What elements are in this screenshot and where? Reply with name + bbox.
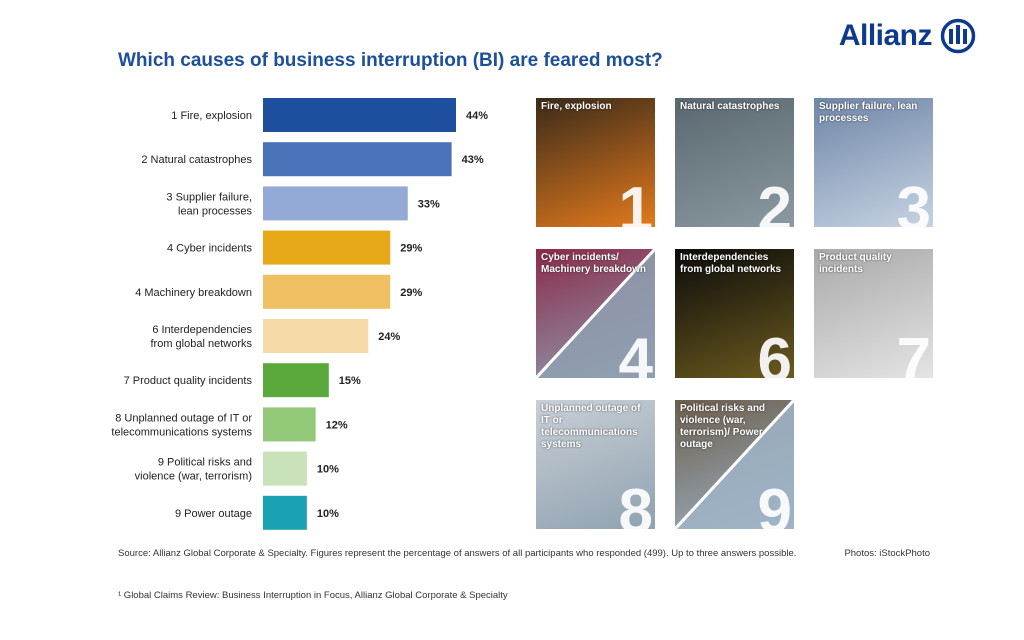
brand-name: Allianz: [838, 19, 933, 52]
value-label: 12%: [326, 419, 348, 431]
category-label: 2 Natural catastrophes: [141, 154, 252, 166]
bar: [263, 186, 408, 221]
tile-number: 2: [757, 175, 792, 228]
diagonal-divider: [675, 400, 794, 529]
bar: [263, 407, 316, 442]
photo-tile: Natural catastrophes 2: [675, 98, 794, 227]
allianz-eagle-icon: [940, 18, 976, 54]
value-label: 15%: [339, 375, 361, 387]
bar: [263, 98, 456, 132]
tile-number: 6: [757, 326, 792, 379]
diagonal-divider: [536, 249, 655, 378]
bar: [263, 319, 369, 353]
bar: [263, 451, 307, 486]
photo-tile: Product quality incidents 7: [814, 249, 933, 378]
category-label: 4 Machinery breakdown: [135, 287, 252, 299]
photo-tile: Cyber incidents/ Machinery breakdown 4: [536, 249, 655, 378]
tile-caption: Political risks and violence (war, terro…: [680, 403, 766, 450]
category-label: 3 Supplier failure,: [166, 191, 252, 203]
category-label: violence (war, terrorism): [135, 471, 252, 483]
value-label: 33%: [418, 198, 440, 210]
tile-caption: Supplier failure, lean processes: [819, 101, 918, 124]
source-note: Source: Allianz Global Corporate & Speci…: [118, 548, 797, 559]
tile-caption: Cyber incidents/ Machinery breakdown: [541, 252, 647, 275]
tile-number: 3: [896, 175, 931, 228]
tile-caption: Product quality incidents: [819, 252, 892, 275]
photo-tile: Interdependencies from global networks 6: [675, 249, 794, 378]
value-label: 10%: [317, 464, 339, 476]
bar: [263, 495, 307, 530]
brand-logo: Allianz: [839, 18, 976, 54]
value-label: 24%: [378, 331, 400, 343]
category-label: 6 Interdependencies: [152, 324, 252, 336]
value-label: 29%: [400, 243, 422, 255]
category-label: 7 Product quality incidents: [124, 375, 253, 387]
tile-caption: Fire, explosion: [541, 101, 612, 112]
value-label: 29%: [400, 287, 422, 299]
photo-credit: Photos: iStockPhoto: [844, 548, 930, 559]
photo-tile: Unplanned outage of IT or telecommunicat…: [536, 400, 655, 529]
tile-number: 9: [757, 477, 792, 530]
tile-caption: Unplanned outage of IT or telecommunicat…: [541, 403, 641, 450]
page-title: Which causes of business interruption (B…: [118, 50, 663, 71]
category-label: 1 Fire, explosion: [171, 110, 252, 122]
photo-tile: Political risks and violence (war, terro…: [675, 400, 794, 529]
category-label: lean processes: [178, 205, 252, 217]
bar: [263, 274, 391, 309]
bar-chart: 1 Fire, explosion 44% 2 Natural catastroph…: [111, 98, 488, 530]
bar: [263, 142, 452, 177]
tile-caption: Natural catastrophes: [680, 101, 780, 112]
bar: [263, 230, 391, 265]
footnote: ¹ Global Claims Review: Business Interru…: [118, 590, 508, 601]
photo-tile: Fire, explosion 1: [536, 98, 655, 227]
value-label: 10%: [317, 508, 339, 520]
value-label: 44%: [466, 110, 488, 122]
photo-tile: Supplier failure, lean processes 3: [814, 98, 933, 227]
category-label: 8 Unplanned outage of IT or: [115, 412, 252, 424]
category-label: telecommunications systems: [111, 426, 252, 438]
tile-number: 4: [618, 326, 653, 379]
category-label: 9 Power outage: [175, 508, 252, 520]
category-label: 9 Political risks and: [158, 457, 252, 469]
tile-number: 1: [618, 175, 653, 228]
value-label: 43%: [462, 154, 484, 166]
tile-number: 7: [896, 326, 931, 379]
category-label: from global networks: [151, 338, 253, 350]
bar: [263, 363, 329, 398]
category-label: 4 Cyber incidents: [167, 243, 252, 255]
tile-caption: Interdependencies from global networks: [680, 252, 782, 275]
tile-number: 8: [618, 477, 653, 530]
